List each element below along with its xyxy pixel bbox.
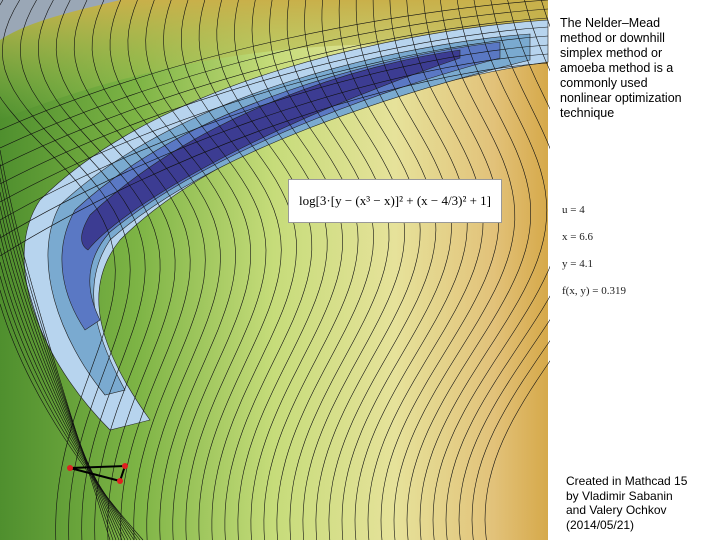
- variable: x = 6.6: [562, 231, 593, 243]
- contour-line: [419, 0, 548, 541]
- simplex-triangle: [69, 464, 127, 483]
- contour-line: [180, 0, 282, 541]
- contour-line: [0, 0, 549, 131]
- contour-line: [380, 0, 500, 541]
- contour-line: [0, 44, 549, 221]
- contour-line: [445, 0, 550, 541]
- description-line: simplex method or: [560, 46, 663, 60]
- contour-line: [0, 17, 549, 167]
- contour-line: [0, 205, 123, 541]
- contour-line: [163, 0, 267, 541]
- contour-line: [0, 8, 549, 149]
- description-line: amoeba method is a: [560, 61, 674, 75]
- variable: f(x, y) = 0.319: [562, 285, 626, 297]
- contour-line: [341, 0, 452, 541]
- contour-line: [0, 0, 116, 541]
- contour-line: [145, 0, 252, 541]
- contour-line: [109, 0, 221, 541]
- contour-line: [198, 0, 297, 541]
- contour-line: [91, 0, 206, 541]
- corner-band: [0, 0, 120, 40]
- variable: u = 4: [562, 204, 585, 216]
- contour-lines: [0, 0, 550, 541]
- description: The Nelder–Mead method or downhill simplex…: [560, 16, 682, 121]
- contour-line: [0, 149, 111, 541]
- variable: y = 4.1: [562, 258, 593, 270]
- contour-line: [0, 163, 114, 541]
- contour-line: [484, 360, 550, 541]
- contour-plot: [0, 0, 550, 541]
- contour-line: [276, 0, 374, 541]
- contour-line: [55, 0, 176, 541]
- valley-core: [81, 49, 461, 251]
- contour-line: [302, 0, 405, 541]
- contour-line: [328, 0, 437, 541]
- contour-line: [289, 0, 390, 541]
- description-line: The Nelder–Mead: [560, 16, 661, 30]
- credit-line: and Valery Ochkov: [566, 503, 667, 517]
- contour-line: [250, 0, 343, 541]
- contour-line: [127, 0, 236, 541]
- contour-line: [0, 219, 126, 541]
- credit-line: (2014/05/21): [566, 517, 635, 532]
- contour-line: [471, 0, 550, 541]
- contour-line: [0, 303, 144, 541]
- contour-line: [432, 0, 550, 541]
- contour-line: [0, 62, 549, 257]
- description-line: technique: [560, 106, 615, 120]
- contour-line: [458, 0, 550, 541]
- credits: Created in Mathcad 15 by Vladimir Sabanin…: [566, 474, 687, 532]
- contour-line: [73, 0, 191, 541]
- contour-line: [0, 247, 132, 541]
- simplex-vertex: [117, 478, 123, 484]
- contour-line: [37, 0, 161, 541]
- contour-line: [0, 233, 129, 541]
- contour-line: [315, 0, 421, 541]
- contour-line: [406, 0, 532, 541]
- credit-line: by Vladimir Sabanin: [566, 488, 673, 503]
- formula: log[3·[y − (x³ − x)]² + (x − 4/3)² + 1]: [288, 179, 502, 223]
- contour-line: [367, 0, 484, 541]
- contour-line: [354, 0, 468, 541]
- contour-line: [0, 53, 549, 239]
- contour-line: [0, 26, 549, 185]
- contour-line: [0, 261, 135, 541]
- simplex-vertex: [122, 463, 128, 469]
- description-line: nonlinear optimization: [560, 91, 682, 105]
- contour-line: [19, 0, 146, 541]
- variables: u = 4 x = 6.6 y = 4.1 f(x, y) = 0.319: [562, 204, 626, 312]
- contour-line: [393, 0, 516, 541]
- contour-line: [263, 0, 359, 541]
- contour-line: [0, 191, 120, 541]
- contour-line: [0, 35, 549, 203]
- simplex-vertex: [67, 465, 73, 471]
- contour-line: [1, 0, 131, 541]
- upper-band: [0, 0, 548, 120]
- simplex: [67, 463, 128, 484]
- description-line: method or downhill: [560, 31, 665, 45]
- contour-line: [0, 177, 117, 541]
- contour-line: [234, 0, 328, 541]
- credit-line: Created in Mathcad 15: [566, 474, 688, 488]
- description-line: commonly used: [560, 76, 648, 90]
